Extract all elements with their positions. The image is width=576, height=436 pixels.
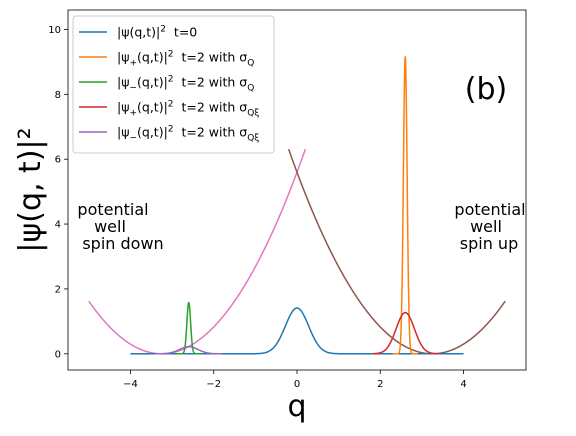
density-curve bbox=[176, 301, 202, 355]
annotation-spin-down: potential well spin down bbox=[77, 200, 163, 253]
y-tick-label: 4 bbox=[55, 220, 61, 231]
x-tick-label: 4 bbox=[460, 379, 466, 390]
annotation-spin-up: potential well spin up bbox=[454, 200, 525, 253]
density-curve bbox=[155, 345, 223, 355]
x-axis-label: q bbox=[287, 389, 306, 424]
x-tick-label: −4 bbox=[123, 379, 138, 390]
y-tick-label: 6 bbox=[55, 155, 61, 166]
potential-well-curve bbox=[88, 148, 307, 355]
density-curve bbox=[130, 307, 464, 355]
legend-entry-label: |ψ−(q,t)|2 t=2 with σQ bbox=[117, 75, 254, 94]
x-axis-ticks: −4 −2 0 2 4 bbox=[123, 370, 467, 390]
annotation-line: potential bbox=[77, 200, 148, 219]
plot-curves bbox=[88, 55, 506, 355]
panel-label: (b) bbox=[465, 72, 507, 107]
annotation-line: well bbox=[94, 217, 126, 236]
x-tick-label: −2 bbox=[206, 379, 221, 390]
y-axis-ticks: 0 2 4 6 8 10 bbox=[48, 25, 68, 360]
annotation-line: potential bbox=[454, 200, 525, 219]
legend: |ψ(q,t)|2 t=0 |ψ+(q,t)|2 t=2 with σQ |ψ−(q… bbox=[72, 15, 275, 154]
legend-entry-label: |ψ+(q,t)|2 t=2 with σQξ bbox=[117, 100, 259, 119]
y-axis-label: |ψ(q, t)|² bbox=[13, 127, 48, 252]
x-tick-label: 2 bbox=[377, 379, 383, 390]
annotation-line: spin up bbox=[460, 234, 518, 253]
y-tick-label: 10 bbox=[48, 25, 61, 36]
legend-box bbox=[72, 15, 275, 154]
x-tick-label: 0 bbox=[294, 379, 300, 390]
potential-well-curve bbox=[287, 148, 506, 355]
legend-entry-label: |ψ+(q,t)|2 t=2 with σQ bbox=[117, 50, 254, 69]
legend-entry-label: |ψ−(q,t)|2 t=2 with σQξ bbox=[117, 125, 259, 144]
density-curve bbox=[392, 55, 418, 355]
annotation-line: well bbox=[470, 217, 502, 236]
density-curve bbox=[371, 311, 439, 355]
annotation-line: spin down bbox=[82, 234, 163, 253]
y-tick-label: 2 bbox=[55, 284, 61, 295]
y-tick-label: 0 bbox=[55, 349, 61, 360]
legend-entry-label: |ψ(q,t)|2 t=0 bbox=[117, 25, 197, 40]
y-tick-label: 8 bbox=[55, 90, 61, 101]
